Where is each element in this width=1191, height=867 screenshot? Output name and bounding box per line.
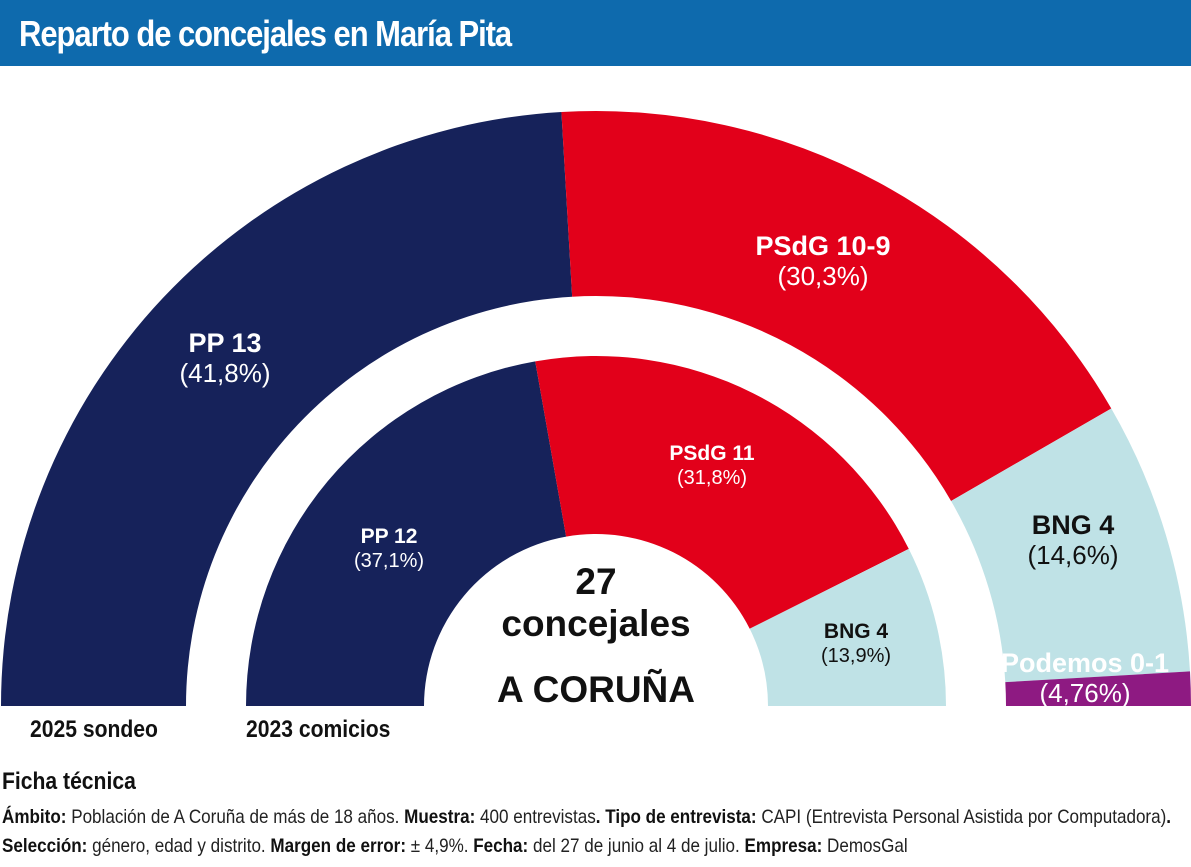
center-seat-unit: concejales [501,603,690,644]
segment-label-psdg: PSdG 11 [669,442,755,465]
ficha-muestra: 400 entrevistas [475,806,596,828]
ficha-muestra-label: Muestra: [404,806,476,828]
seat-segment-pp [246,361,567,706]
ficha-empresa: DemosGal [822,835,908,857]
segment-pct-pp: (41,8%) [179,358,270,388]
hemicycle-chart: PP 13(41,8%)PSdG 10-9(30,3%)BNG 4(14,6%)… [1,111,1191,706]
segment-label-psdg: PSdG 10-9 [755,231,890,261]
seat-segment-pp [1,112,573,706]
segment-pct-podemos: (4,76%) [1039,678,1130,706]
segment-label-bng: BNG 4 [1032,510,1115,540]
ficha-seleccion-label: . Selección: [2,806,1172,857]
ficha-fecha: del 27 de junio al 4 de julio. [528,835,745,857]
ficha-tipo: CAPI (Entrevista Personal Asistida por C… [756,806,1167,828]
segment-label-pp: PP 13 [188,328,261,358]
outer-ring-labels: PP 13(41,8%)PSdG 10-9(30,3%)BNG 4(14,6%)… [179,231,1169,706]
center-seat-number: 27 [575,561,616,602]
ficha-fecha-label: Fecha: [473,835,529,857]
seat-segment-psdg [561,111,1112,501]
header-bar: Reparto de concejales en María Pita [0,0,1191,66]
center-city: A CORUÑA [497,668,695,706]
ficha-margen: ± 4,9%. [406,835,474,857]
chart-title: Reparto de concejales en María Pita [19,13,512,54]
seat-segment-bng [749,548,946,706]
segment-label-podemos: Podemos 0-1 [1001,648,1169,678]
segment-pct-psdg: (30,3%) [777,261,868,291]
seat-segment-psdg [535,356,909,629]
ficha-empresa-label: Empresa: [744,835,823,857]
segment-pct-bng: (13,9%) [821,645,891,667]
ficha-body: Ámbito: Población de A Coruña de más de … [2,803,1182,861]
segment-pct-pp: (37,1%) [354,550,424,572]
seat-segment-podemos [1005,671,1191,706]
ficha-margen-label: Margen de error: [270,835,407,857]
segment-label-pp: PP 12 [361,525,418,548]
segment-label-bng: BNG 4 [824,620,889,643]
outer-ring-caption: 2025 sondeo [30,716,158,743]
ficha-seleccion: género, edad y distrito. [87,835,271,857]
ficha-ambito-label: Ámbito: [2,806,67,828]
ficha-tipo-label: . Tipo de entrevista: [595,806,757,828]
inner-ring-labels: PP 12(37,1%) PSdG 11(31,8%) BNG 4(13,9%) [354,442,891,667]
ficha-title: Ficha técnica [2,768,136,795]
segment-pct-bng: (14,6%) [1027,540,1118,570]
outer-ring-2025 [1,111,1191,706]
inner-ring-caption: 2023 comicios [246,716,391,743]
inner-ring-2023 [246,356,946,706]
seat-segment-bng [951,408,1190,683]
segment-pct-psdg: (31,8%) [677,467,747,489]
ficha-ambito: Población de A Coruña de más de 18 años. [66,806,405,828]
